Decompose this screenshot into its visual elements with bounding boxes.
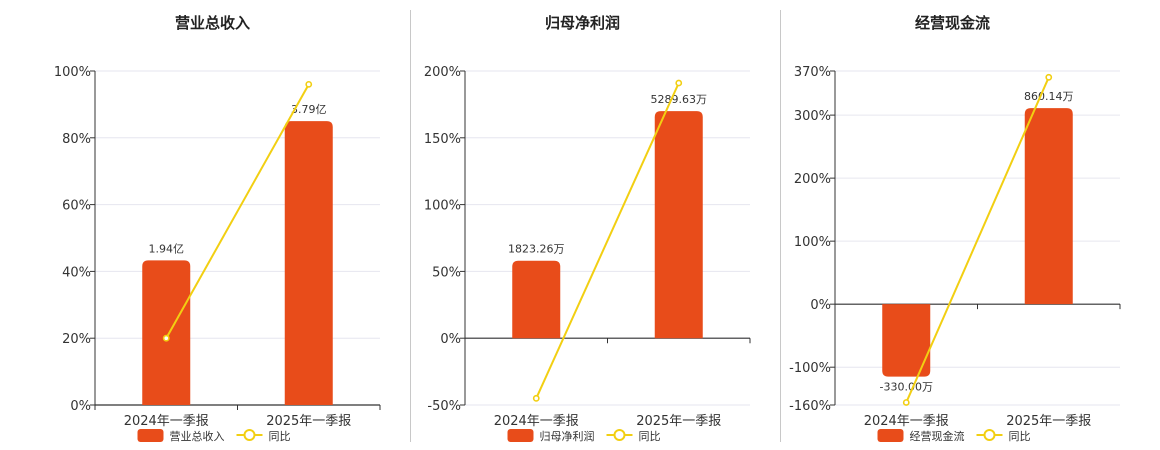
y-tick-label: 200% [794, 172, 831, 187]
bar [284, 121, 333, 405]
y-tick-label: 370% [794, 65, 831, 80]
legend-label-line: 同比 [1009, 430, 1031, 443]
y-tick-label: -50% [427, 399, 461, 414]
bar-data-label: 5289.63万 [651, 93, 708, 106]
chart-net-profit: 归母净利润 -50% 0% 50% 100% 150% 200% 2024年一季报 2025年一… [424, 14, 751, 443]
x-tick-label: 2025年一季报 [266, 414, 351, 429]
legend-swatch-bar [137, 429, 164, 442]
y-tick-label: 100% [794, 235, 831, 250]
legend-swatch-marker [983, 429, 996, 441]
bar [142, 260, 191, 405]
legend-swatch-bar [507, 429, 534, 442]
legend-label-line: 同比 [639, 430, 661, 443]
x-tick-label: 2024年一季报 [124, 414, 209, 429]
line-point [162, 334, 170, 342]
line-point [305, 80, 313, 88]
y-tick-label: 0% [70, 399, 91, 414]
legend-label-bar: 归母净利润 [540, 429, 595, 443]
bar [512, 260, 561, 339]
y-tick-label: 80% [62, 132, 91, 147]
line-point [1045, 73, 1053, 81]
x-tick-label: 2024年一季报 [494, 414, 579, 429]
chart-title: 营业总收入 [175, 14, 250, 32]
legend-swatch-bar [877, 429, 904, 442]
y-tick-label: 150% [424, 132, 461, 147]
line-point [532, 394, 540, 402]
chart-title: 经营现金流 [915, 14, 990, 32]
y-tick-label: -100% [789, 361, 831, 376]
y-tick-label: 100% [54, 65, 91, 80]
y-tick-label: 300% [794, 109, 831, 124]
legend-label-bar: 经营现金流 [910, 429, 965, 443]
y-tick-label: 0% [810, 298, 831, 313]
line-series [535, 82, 680, 399]
legend-swatch-marker [613, 429, 626, 441]
line-point [902, 399, 910, 406]
line-series [165, 83, 310, 339]
panel-divider [410, 10, 411, 442]
chart-panel-net-profit: 归母净利润 -50% 0% 50% 100% 150% 200% 2024年一季报 2025年一… [410, 0, 780, 450]
chart-panel-revenue: 营业总收入 0% 20% 40% 60% 80% 100% 2024年一季报 2025年一季报 1… [40, 0, 410, 450]
x-tick-label: 2025年一季报 [1006, 414, 1091, 429]
y-tick-label: 40% [62, 265, 91, 280]
panel-divider [780, 10, 781, 442]
line-series [905, 76, 1050, 403]
chart-revenue: 营业总收入 0% 20% 40% 60% 80% 100% 2024年一季报 2025年一季报 1… [54, 14, 381, 443]
bar-data-label: -330.00万 [880, 381, 933, 394]
y-tick-label: 60% [62, 199, 91, 214]
bar-data-label: 1823.26万 [508, 243, 565, 256]
x-tick-label: 2024年一季报 [864, 414, 949, 429]
bar-data-label: 1.94亿 [149, 242, 185, 255]
legend-swatch-marker [243, 429, 256, 441]
chart-title: 归母净利润 [545, 14, 620, 32]
legend-label-line: 同比 [269, 430, 291, 443]
legend-label-bar: 营业总收入 [170, 429, 225, 443]
bar-data-label: 860.14万 [1024, 90, 1074, 103]
bar [1024, 108, 1073, 305]
y-tick-label: 50% [432, 265, 461, 280]
bar [882, 304, 931, 377]
bar-data-label: 3.79亿 [291, 103, 327, 116]
y-tick-label: 100% [424, 199, 461, 214]
y-tick-label: -160% [789, 399, 831, 414]
bar [654, 111, 703, 339]
y-tick-label: 20% [62, 332, 91, 347]
y-tick-label: 0% [440, 332, 461, 347]
y-tick-label: 200% [424, 65, 461, 80]
chart-cash-flow: 经营现金流 -160% -100% 0% 100% 200% 300% 370% 2024年一季… [789, 14, 1121, 443]
line-point [675, 79, 683, 87]
chart-panel-cash-flow: 经营现金流 -160% -100% 0% 100% 200% 300% 370% 2024年一季… [780, 0, 1150, 450]
x-tick-label: 2025年一季报 [636, 414, 721, 429]
